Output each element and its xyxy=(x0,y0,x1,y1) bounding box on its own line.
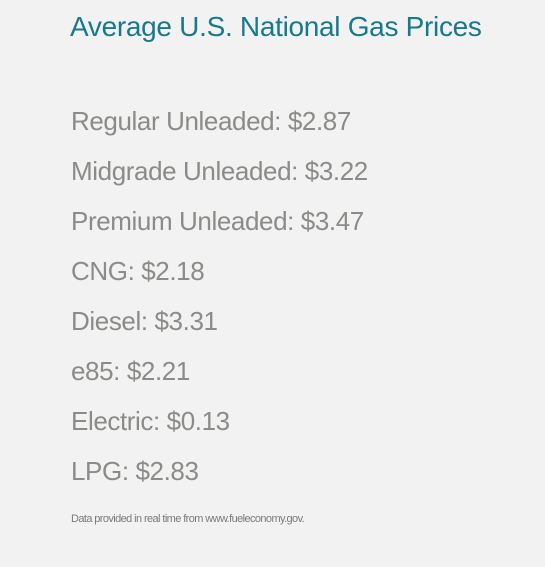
price-item: Diesel: $3.31 xyxy=(71,306,218,336)
price-list: Regular Unleaded: $2.87 Midgrade Unleaded… xyxy=(71,103,368,503)
price-item: CNG: $2.18 xyxy=(71,256,205,286)
price-item: Electric: $0.13 xyxy=(71,406,230,436)
price-item: e85: $2.21 xyxy=(71,356,190,386)
title: Average U.S. National Gas Prices xyxy=(70,11,482,42)
price-item: Regular Unleaded: $2.87 xyxy=(71,106,351,136)
footnote: Data provided in real time from www.fuel… xyxy=(71,513,305,525)
price-item: Premium Unleaded: $3.47 xyxy=(71,206,364,236)
price-item: Midgrade Unleaded: $3.22 xyxy=(71,156,368,186)
price-item: LPG: $2.83 xyxy=(71,456,199,486)
